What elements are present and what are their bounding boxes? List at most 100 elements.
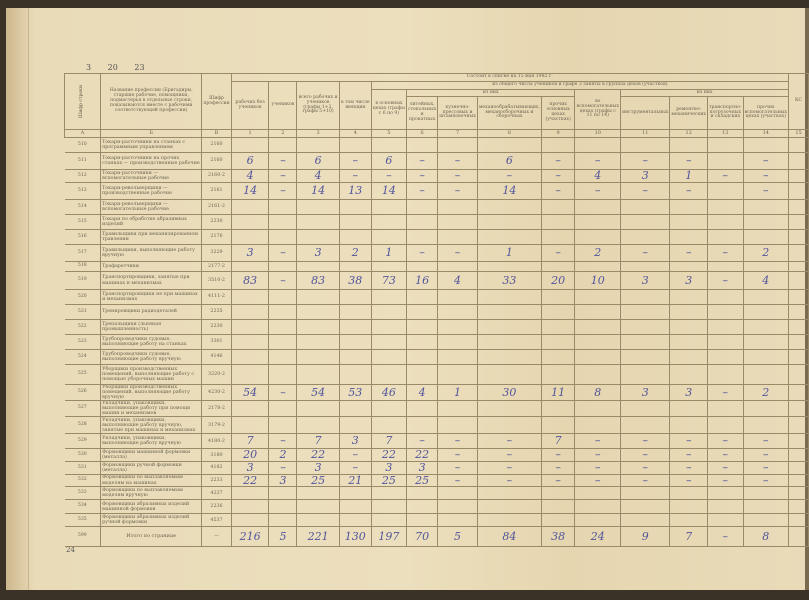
value-cell: 3 — [296, 244, 340, 262]
value-cell — [338, 499, 372, 515]
value-cell — [788, 433, 809, 450]
profession-name: Трепальщики (льняная промышленность) — [100, 319, 203, 335]
value-cell — [476, 416, 542, 435]
value-cell: 3 — [230, 461, 270, 475]
value-cell — [338, 486, 372, 501]
header-c9: прочих основных цехах (участках) — [540, 96, 576, 130]
value-cell — [338, 416, 372, 435]
value-cell: – — [268, 271, 298, 290]
value-cell — [338, 214, 372, 230]
value-cell — [707, 137, 744, 153]
column-number: 13 — [707, 129, 744, 138]
table-row: 511 Токари-расточники на прочих станках —… — [64, 152, 809, 170]
value-cell — [296, 137, 340, 153]
value-cell: 84 — [476, 526, 542, 548]
header-c8: механообрабатывающих, механосборочных и … — [476, 96, 542, 130]
value-cell: 4 — [742, 271, 790, 290]
value-cell: 14 — [476, 182, 542, 200]
header-c12: ремонтно-механических — [669, 96, 708, 130]
profession-code: 2161 — [201, 182, 232, 200]
row-code: 516 — [64, 229, 102, 245]
profession-name: Трафаретчики — [100, 261, 203, 272]
value-cell — [788, 229, 809, 245]
column-number: 11 — [620, 129, 671, 138]
row-code: 519 — [64, 271, 102, 290]
profession-code: 2235 — [201, 304, 232, 320]
value-cell — [370, 289, 408, 305]
value-cell: 1 — [669, 169, 708, 183]
header-c10: во вспомогательных цехах (графы с 11 по … — [574, 89, 622, 130]
value-cell — [476, 499, 542, 515]
value-cell — [370, 214, 408, 230]
value-cell — [268, 499, 298, 515]
table-row: 535 Формовщики абразивных изделий ручной … — [64, 513, 809, 528]
value-cell: 22 — [406, 448, 439, 463]
profession-name: Трубопроводчики судовые, выполняющие раб… — [100, 334, 203, 350]
table-row: 522 Трепальщики (льняная промышленность) 2… — [64, 319, 809, 335]
value-cell: 53 — [338, 383, 372, 402]
table-row: 530 Формовщики машинной формовки (металла… — [64, 448, 809, 463]
header-as-of: Состоит в списке на 15 мая 1982 г. — [230, 73, 790, 82]
row-code: 513 — [64, 182, 102, 200]
value-cell: 7 — [669, 526, 708, 548]
table-row: 517 Травильщики, выполняющие работу вручн… — [64, 244, 809, 262]
table-row: 514 Токари-револьверщики — вспомогательны… — [64, 199, 809, 215]
value-cell: – — [707, 448, 744, 463]
value-cell: – — [338, 152, 372, 170]
value-cell: 14 — [370, 182, 408, 200]
value-cell — [296, 499, 340, 515]
value-cell — [296, 400, 340, 418]
value-cell — [406, 416, 439, 435]
value-cell — [574, 199, 622, 215]
profession-name: Укладчики, упаковщики, выполняющие работ… — [100, 433, 203, 450]
value-cell: 3 — [620, 383, 671, 402]
value-cell — [669, 416, 708, 435]
value-cell: 3 — [669, 271, 708, 290]
value-cell — [437, 229, 478, 245]
profession-code: 4180-2 — [201, 433, 232, 450]
row-code: 525 — [64, 364, 102, 385]
value-cell — [574, 416, 622, 435]
value-cell — [742, 486, 790, 501]
row-code: 528 — [64, 416, 102, 435]
value-cell: – — [742, 182, 790, 200]
value-cell — [268, 289, 298, 305]
value-cell — [296, 319, 340, 335]
value-cell — [370, 137, 408, 153]
profession-name: Формовщики абразивных изделий машинной ф… — [100, 499, 203, 515]
value-cell — [742, 513, 790, 528]
row-code: 520 — [64, 289, 102, 305]
value-cell — [268, 137, 298, 153]
value-cell — [338, 261, 372, 272]
value-cell — [788, 334, 809, 350]
profession-name: Токари-револьверщики — производственные … — [100, 182, 203, 200]
value-cell — [788, 199, 809, 215]
value-cell — [476, 349, 542, 365]
value-cell — [540, 199, 576, 215]
value-cell: 38 — [540, 526, 576, 548]
value-cell — [574, 229, 622, 245]
value-cell — [540, 513, 576, 528]
value-cell: – — [338, 448, 372, 463]
value-cell — [620, 137, 671, 153]
profession-code: 2160-2 — [201, 169, 232, 183]
value-cell — [788, 383, 809, 402]
value-cell — [574, 400, 622, 418]
profession-name: Токари-расточники — вспомогательные рабо… — [100, 169, 203, 183]
value-cell: 7 — [296, 433, 340, 450]
value-cell — [707, 289, 744, 305]
value-cell — [230, 486, 270, 501]
column-number: А — [63, 129, 102, 138]
value-cell: – — [406, 169, 439, 183]
value-cell — [788, 349, 809, 365]
value-cell: 8 — [574, 383, 622, 402]
value-cell — [437, 289, 478, 305]
value-cell — [406, 349, 439, 365]
value-cell — [574, 214, 622, 230]
table-row: 516 Травильщики при механизированном трав… — [64, 229, 809, 245]
header-groups-note: из общего числа учеников и графе 3 занят… — [370, 81, 790, 90]
value-cell: 11 — [540, 383, 576, 402]
value-cell — [620, 214, 671, 230]
value-cell: 73 — [370, 271, 408, 290]
profession-name: Тренировщики радиодеталей — [100, 304, 203, 320]
